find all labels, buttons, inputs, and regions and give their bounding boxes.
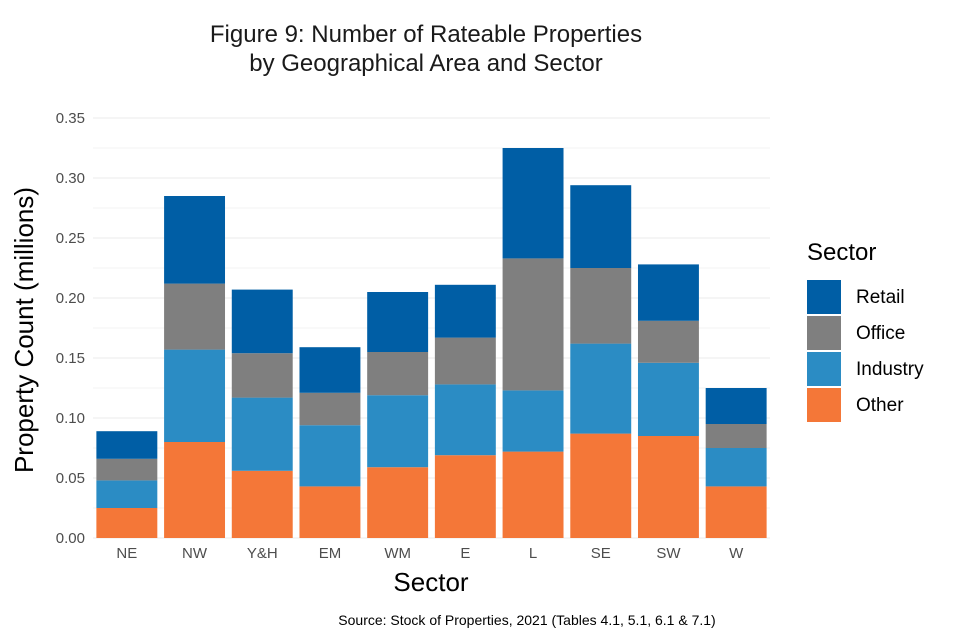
x-tick-label: L <box>529 545 537 562</box>
legend-swatch-retail <box>807 280 841 314</box>
x-tick-label: Y&H <box>247 545 278 562</box>
source-caption: Source: Stock of Properties, 2021 (Table… <box>338 612 715 628</box>
bar-industry-se <box>570 343 632 434</box>
bar-retail-w <box>705 388 767 424</box>
bar-other-ne <box>96 508 158 538</box>
bar-retail-sw <box>637 264 699 321</box>
legend-swatch-office <box>807 316 841 350</box>
bar-other-l <box>502 451 564 538</box>
x-axis-title: Sector <box>393 567 468 597</box>
bar-other-nw <box>164 442 226 538</box>
bar-office-sw <box>637 320 699 363</box>
bar-industry-em <box>299 425 361 487</box>
x-tick-label: SE <box>591 545 611 562</box>
bar-retail-yh <box>231 289 293 354</box>
bars <box>96 148 767 538</box>
bar-industry-e <box>434 384 496 456</box>
legend: Sector Retail Office Industry Other <box>807 239 924 422</box>
x-tick-label: SW <box>656 545 681 562</box>
y-tick-label: 0.20 <box>56 290 85 307</box>
bar-industry-sw <box>637 362 699 436</box>
bar-industry-w <box>705 448 767 487</box>
bar-industry-ne <box>96 480 158 508</box>
bar-other-sw <box>637 436 699 538</box>
bar-office-wm <box>367 352 429 396</box>
bar-office-w <box>705 424 767 448</box>
bar-other-se <box>570 433 632 538</box>
legend-swatch-industry <box>807 352 841 386</box>
bar-other-e <box>434 455 496 538</box>
bar-other-w <box>705 486 767 538</box>
legend-label-office: Office <box>856 323 905 344</box>
bar-retail-se <box>570 185 632 268</box>
y-tick-label: 0.35 <box>56 110 85 127</box>
bar-industry-l <box>502 390 564 452</box>
bar-office-em <box>299 392 361 426</box>
y-axis-title: Property Count (millions) <box>9 187 39 473</box>
bar-office-ne <box>96 458 158 481</box>
x-tick-label: E <box>460 545 470 562</box>
bar-office-yh <box>231 353 293 398</box>
bar-other-yh <box>231 470 293 538</box>
y-tick-label: 0.25 <box>56 230 85 247</box>
y-tick-label: 0.30 <box>56 170 85 187</box>
x-tick-label: EM <box>319 545 342 562</box>
bar-industry-wm <box>367 395 429 468</box>
legend-label-retail: Retail <box>856 287 905 308</box>
legend-swatch-other <box>807 388 841 422</box>
legend-label-other: Other <box>856 395 904 416</box>
bar-retail-l <box>502 148 564 259</box>
y-tick-label: 0.10 <box>56 410 85 427</box>
bar-office-se <box>570 268 632 344</box>
legend-label-industry: Industry <box>856 359 924 380</box>
bar-industry-nw <box>164 349 226 442</box>
y-axis-ticks: 0.00 0.05 0.10 0.15 0.20 0.25 0.30 0.35 <box>56 110 85 547</box>
bar-industry-yh <box>231 397 293 471</box>
bar-office-nw <box>164 283 226 350</box>
bar-other-wm <box>367 467 429 538</box>
chart-title-line-2: by Geographical Area and Sector <box>249 50 603 77</box>
legend-title: Sector <box>807 239 876 266</box>
x-tick-label: W <box>729 545 744 562</box>
bar-retail-e <box>434 284 496 338</box>
chart-title-line-1: Figure 9: Number of Rateable Properties <box>210 21 642 48</box>
y-tick-label: 0.05 <box>56 470 85 487</box>
bar-retail-ne <box>96 431 158 459</box>
x-tick-label: NW <box>182 545 208 562</box>
bar-retail-nw <box>164 196 226 284</box>
x-axis-ticks: NE NW Y&H EM WM E L SE SW W <box>116 545 744 562</box>
bar-other-em <box>299 486 361 538</box>
bar-office-e <box>434 337 496 385</box>
bar-office-l <box>502 258 564 391</box>
bar-retail-wm <box>367 292 429 352</box>
y-tick-label: 0.15 <box>56 350 85 367</box>
y-tick-label: 0.00 <box>56 530 85 547</box>
x-tick-label: NE <box>116 545 137 562</box>
bar-retail-em <box>299 347 361 393</box>
x-tick-label: WM <box>384 545 411 562</box>
